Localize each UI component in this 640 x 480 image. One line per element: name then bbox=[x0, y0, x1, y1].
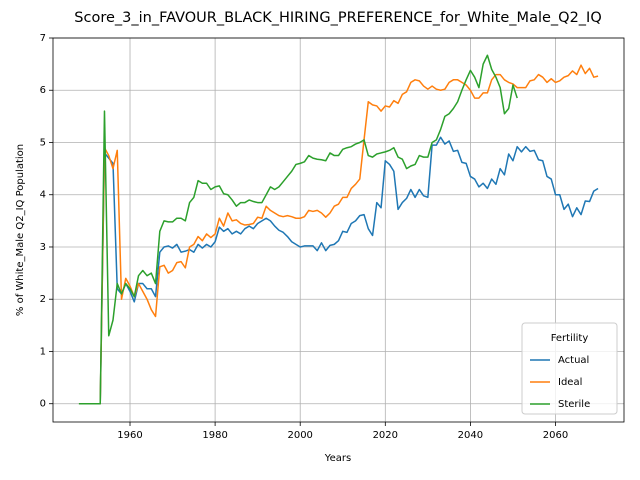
legend-label: Ideal bbox=[558, 377, 582, 388]
legend-label: Actual bbox=[558, 355, 589, 366]
y-tick-label: 3 bbox=[40, 242, 46, 253]
plot-frame bbox=[52, 37, 625, 423]
x-tick-label: 2000 bbox=[287, 430, 312, 441]
x-axis-label: Years bbox=[324, 453, 351, 464]
legend-box bbox=[521, 322, 618, 415]
data-line bbox=[78, 54, 518, 405]
data-line bbox=[78, 64, 599, 405]
x-tick-label: 2060 bbox=[543, 430, 568, 441]
y-tick-label: 5 bbox=[40, 137, 46, 148]
legend: Fertility Actual Ideal Sterile bbox=[521, 322, 618, 415]
legend-title: Fertility bbox=[551, 333, 589, 344]
y-tick-label: 0 bbox=[40, 399, 46, 410]
y-axis-label: % of White_Male Q2_IQ Population bbox=[15, 144, 26, 316]
y-tick-label: 6 bbox=[40, 85, 46, 96]
y-tick-label: 4 bbox=[40, 190, 46, 201]
x-tick-label: 2020 bbox=[373, 430, 398, 441]
chart-title: Score_3_in_FAVOUR_BLACK_HIRING_PREFERENC… bbox=[74, 10, 601, 26]
y-tick-label: 7 bbox=[40, 33, 46, 44]
y-tick-label: 1 bbox=[40, 346, 46, 357]
x-tick-label: 1980 bbox=[202, 430, 227, 441]
data-line bbox=[78, 136, 599, 405]
x-tick-label: 2040 bbox=[458, 430, 483, 441]
y-tick-label: 2 bbox=[40, 294, 46, 305]
legend-label: Sterile bbox=[558, 399, 590, 410]
x-tick-label: 1960 bbox=[117, 430, 142, 441]
